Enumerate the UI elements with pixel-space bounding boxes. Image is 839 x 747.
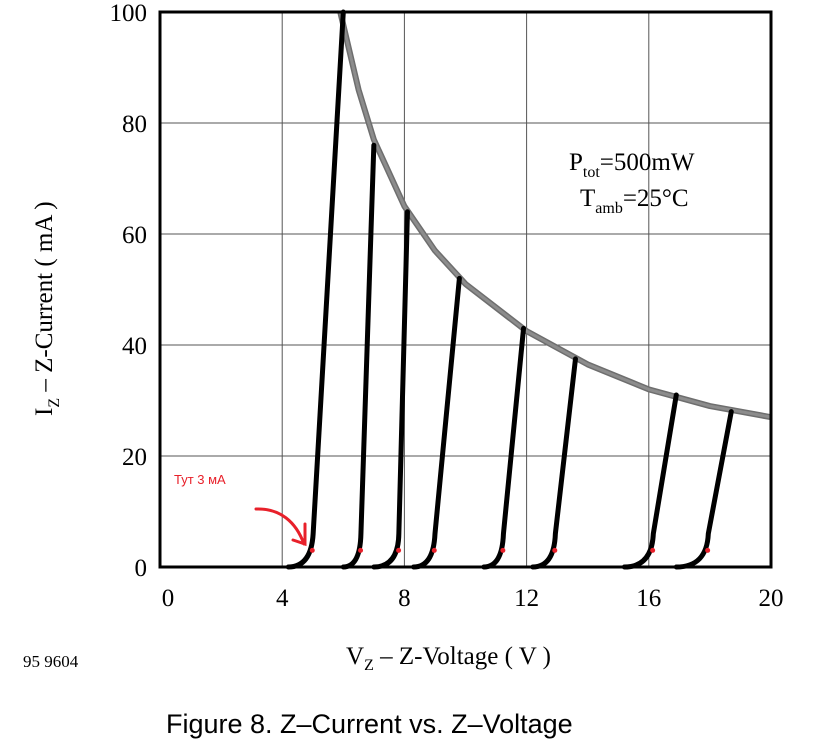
curve-3 — [371, 209, 410, 570]
knee-marker — [396, 547, 402, 553]
y-tick-labels: 0 20 40 60 80 100 — [110, 0, 148, 582]
y-tick-label: 80 — [122, 111, 147, 138]
x-tick-label: 8 — [398, 585, 411, 612]
grid-lines — [160, 12, 771, 567]
power-limit-curve-group — [337, 11, 772, 421]
knee-marker — [650, 547, 656, 553]
red-arrow-icon — [254, 507, 307, 547]
y-tick-label: 40 — [122, 333, 147, 360]
x-tick-label: 0 — [162, 585, 175, 612]
x-tick-label: 20 — [759, 585, 784, 612]
y-tick-label: 100 — [110, 0, 148, 27]
y-axis-label: IZ – Z-Current ( mA ) — [31, 201, 63, 416]
figure-id: 95 9604 — [23, 652, 79, 671]
handwritten-note: Тут 3 мА — [174, 472, 226, 487]
x-axis-label: VZ – Z-Voltage ( V ) — [346, 643, 551, 674]
zener-curves — [285, 9, 734, 570]
x-tick-label: 16 — [636, 585, 661, 612]
plot-frame — [158, 10, 773, 569]
tamb-annotation: Tamb=25°C — [580, 185, 689, 217]
y-tick-label: 0 — [135, 555, 148, 582]
knee-marker — [705, 547, 711, 553]
knee-marker — [431, 547, 437, 553]
knee-marker — [500, 547, 506, 553]
ptot-annotation: Ptot=500mW — [569, 149, 695, 181]
curve-2 — [340, 142, 377, 570]
curve-6 — [530, 356, 578, 570]
knee-marker — [552, 547, 558, 553]
figure-caption: Figure 8. Z–Current vs. Z–Voltage — [166, 709, 573, 739]
knee-marker — [309, 547, 315, 553]
curve-5 — [481, 325, 527, 570]
knee-marker — [358, 547, 364, 553]
curve-1 — [285, 9, 346, 570]
curve-7 — [621, 392, 679, 570]
power-limit-curve — [338, 11, 772, 419]
x-tick-label: 4 — [276, 585, 289, 612]
x-tick-labels: 0 4 8 12 16 20 — [162, 585, 784, 612]
curve-4 — [411, 275, 462, 570]
curve-8 — [673, 409, 734, 570]
y-tick-label: 60 — [122, 222, 147, 249]
y-tick-label: 20 — [122, 444, 147, 471]
x-tick-label: 12 — [514, 585, 539, 612]
